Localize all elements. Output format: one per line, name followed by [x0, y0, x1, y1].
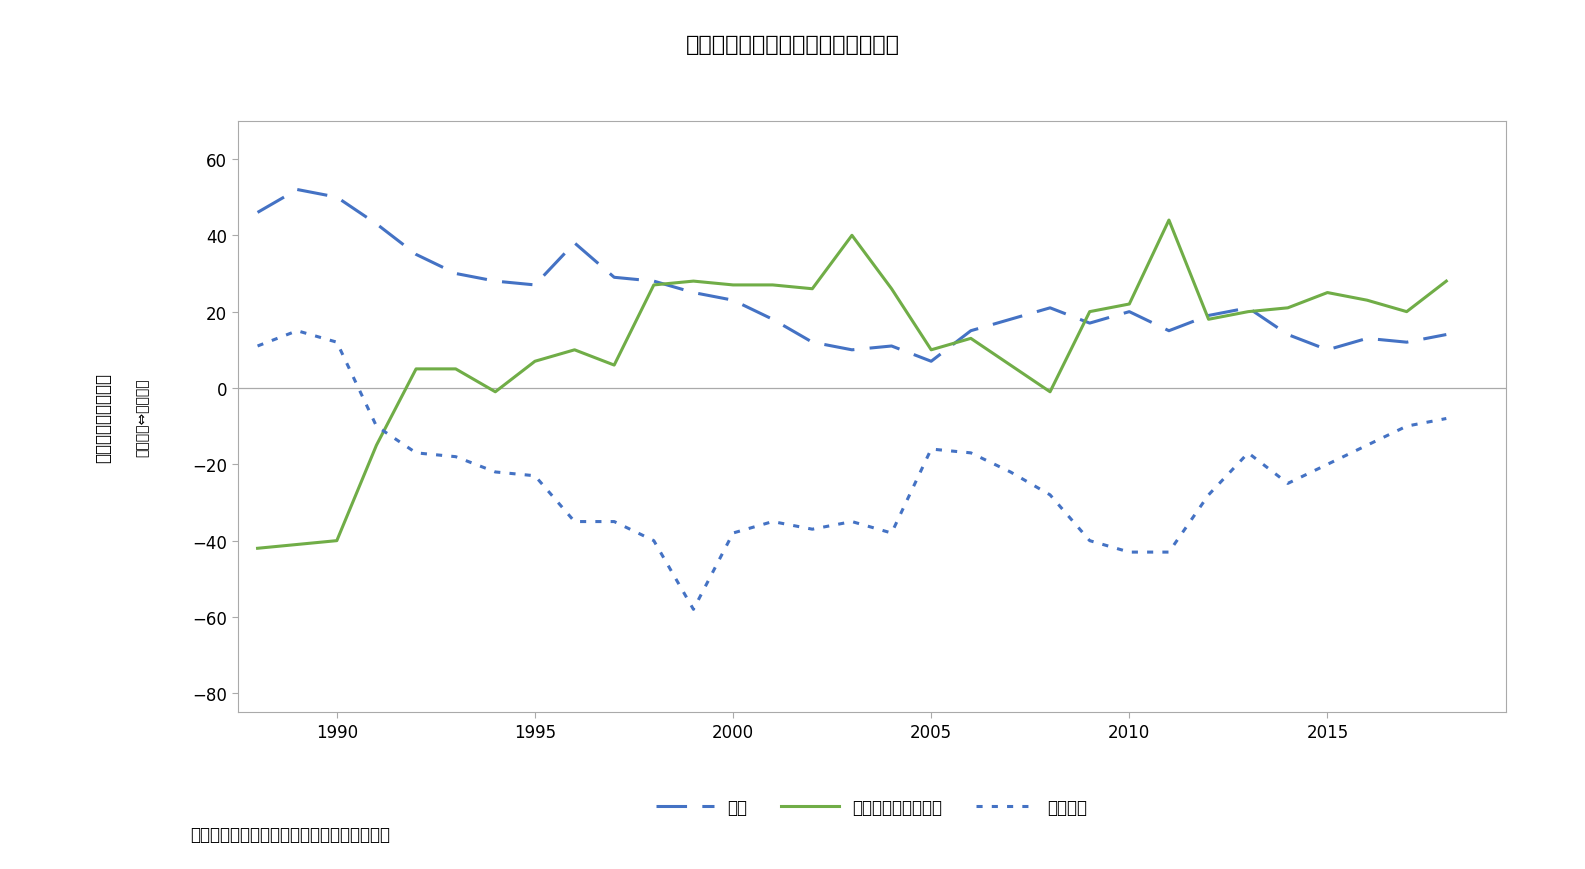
Text: 資金過不足（兆円）: 資金過不足（兆円）: [94, 372, 113, 462]
Legend: 家計, 民間非金融法人企業, 一般政府: 家計, 民間非金融法人企業, 一般政府: [650, 791, 1094, 822]
Text: 図表１：各部門の資金過不足の推移: 図表１：各部門の資金過不足の推移: [685, 35, 900, 55]
Text: （日本銀行「資金循環統計」より筆者作成）: （日本銀行「資金循環統計」より筆者作成）: [190, 825, 390, 843]
Text: 資金不足⇔資金余剰: 資金不足⇔資金余剰: [136, 378, 149, 456]
